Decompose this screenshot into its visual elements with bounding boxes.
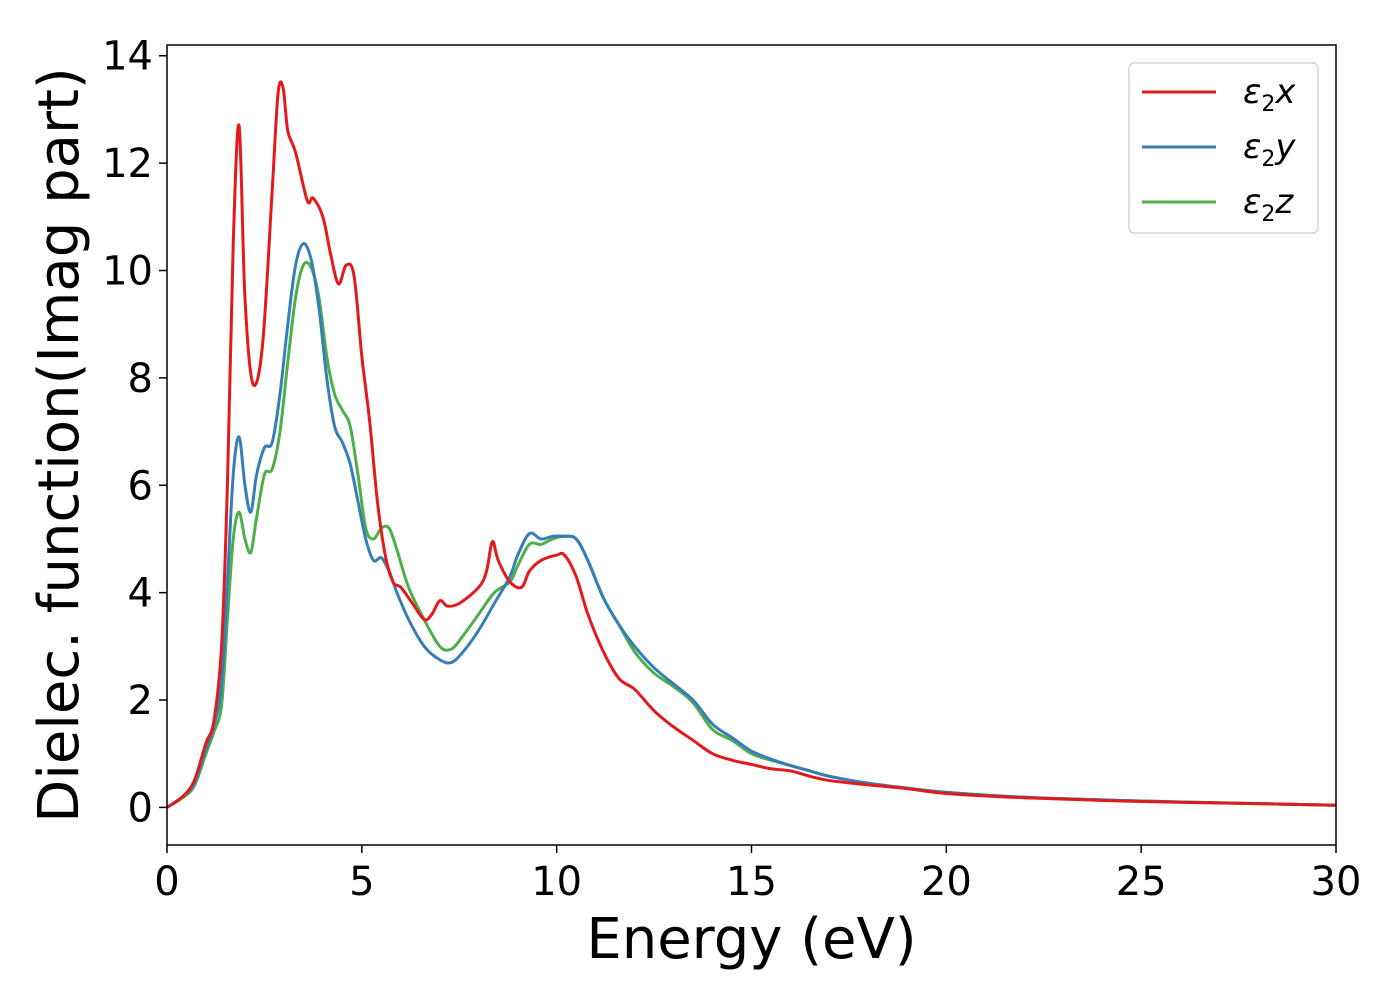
x-axis-label: Energy (eV) — [586, 907, 916, 972]
x-tick-label: 0 — [154, 859, 179, 905]
series-line-x — [166, 80, 1337, 809]
legend-label-y: ε2y — [1243, 127, 1296, 172]
y-tick-label: 0 — [128, 785, 153, 831]
x-tick-label: 20 — [921, 859, 972, 905]
legend-subscript: 2 — [1261, 147, 1275, 172]
y-tick-label: 14 — [102, 34, 153, 80]
series-lines — [166, 80, 1337, 809]
y-tick-label: 12 — [102, 141, 153, 187]
y-tick-label: 10 — [102, 249, 153, 295]
x-tick-label: 30 — [1311, 859, 1362, 905]
y-tick-label: 6 — [128, 463, 153, 509]
legend-variable: x — [1274, 72, 1296, 112]
legend-label-z: ε2z — [1243, 182, 1294, 227]
legend-variable: z — [1274, 182, 1294, 222]
legend-label-x: ε2x — [1243, 72, 1296, 117]
y-tick-label: 8 — [128, 356, 153, 402]
legend-symbol: ε — [1243, 182, 1261, 222]
legend-box — [1128, 62, 1319, 234]
series-line-z — [166, 260, 1337, 809]
legend-symbol: ε — [1243, 72, 1261, 112]
legend-variable: y — [1274, 127, 1296, 167]
x-tick-label: 5 — [349, 859, 374, 905]
x-axis-ticks: 0 5 10 15 20 25 30 — [154, 845, 1361, 905]
x-tick-label: 25 — [1116, 859, 1167, 905]
y-axis-ticks: 0 2 4 6 8 10 12 14 — [102, 34, 167, 831]
y-tick-label: 4 — [128, 571, 153, 617]
y-axis-label: Dielec. function(Imag part) — [27, 67, 92, 823]
legend-symbol: ε — [1243, 127, 1261, 167]
legend-subscript: 2 — [1261, 92, 1275, 117]
x-tick-label: 15 — [726, 859, 777, 905]
legend-subscript: 2 — [1261, 202, 1275, 227]
series-line-y — [166, 242, 1337, 809]
x-tick-label: 10 — [531, 859, 582, 905]
y-tick-label: 2 — [128, 678, 153, 724]
